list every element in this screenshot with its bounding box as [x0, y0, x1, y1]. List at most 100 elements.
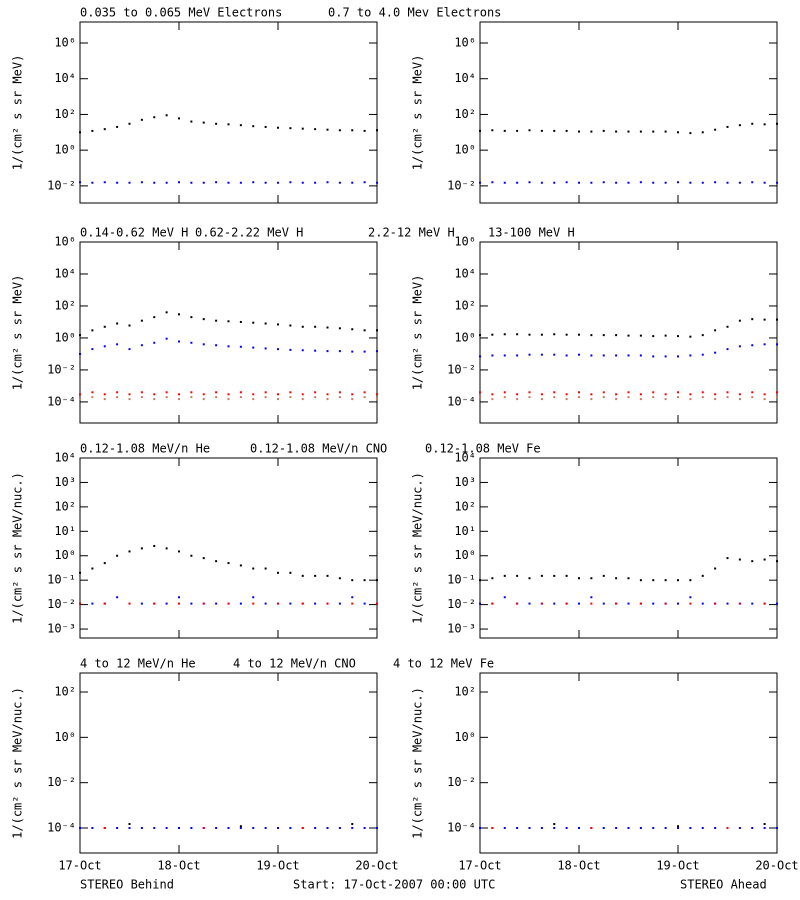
- footer-center: Start: 17-Oct-2007 00:00 UTC: [293, 878, 495, 892]
- data-point: [91, 396, 94, 399]
- y-tick-label: 10⁻²: [447, 775, 476, 789]
- y-tick-label: 10⁻²: [47, 178, 76, 192]
- data-point: [528, 353, 531, 356]
- data-point: [528, 396, 531, 399]
- data-point: [689, 579, 692, 582]
- data-point: [227, 562, 230, 565]
- data-point: [314, 602, 317, 605]
- data-point: [190, 391, 193, 394]
- data-point: [615, 393, 618, 396]
- y-tick-label: 10⁶: [54, 235, 76, 249]
- data-point: [326, 326, 329, 329]
- x-tick-label: 20-Oct: [755, 859, 798, 873]
- data-point: [128, 324, 131, 327]
- data-point: [578, 130, 580, 133]
- data-point: [578, 602, 580, 605]
- data-point: [677, 579, 679, 582]
- data-point: [565, 181, 568, 184]
- data-point: [326, 574, 329, 577]
- data-point: [326, 181, 329, 184]
- data-point: [602, 181, 605, 184]
- data-point: [714, 329, 717, 332]
- data-point: [516, 181, 519, 184]
- data-point: [664, 130, 667, 133]
- y-tick-label: 10²: [454, 499, 476, 513]
- y-axis-label: 1/(cm² s sr MeV/nuc.): [411, 472, 425, 624]
- data-point: [516, 574, 519, 577]
- data-point: [751, 602, 754, 605]
- data-point: [239, 827, 242, 830]
- data-point: [763, 343, 766, 346]
- y-tick-label: 10⁰: [454, 143, 476, 157]
- data-point: [326, 350, 329, 353]
- legend-entry: 4 to 12 MeV Fe: [393, 657, 494, 671]
- y-axis-label: 1/(cm² s sr MeV/nuc.): [11, 472, 25, 624]
- data-point: [627, 334, 630, 337]
- data-point: [639, 579, 642, 582]
- data-point: [252, 827, 255, 830]
- data-point: [664, 579, 667, 582]
- data-point: [91, 602, 94, 605]
- data-point: [639, 354, 642, 357]
- data-point: [652, 355, 655, 358]
- data-point: [565, 398, 568, 401]
- data-point: [289, 602, 292, 605]
- data-point: [503, 827, 506, 830]
- data-point: [751, 181, 754, 184]
- data-point: [627, 396, 630, 399]
- data-point: [103, 393, 106, 396]
- data-point: [714, 351, 717, 354]
- data-point: [326, 393, 329, 396]
- data-point: [227, 123, 230, 126]
- data-point: [639, 130, 642, 133]
- data-point: [689, 596, 692, 599]
- y-tick-label: 10⁰: [454, 330, 476, 344]
- y-tick-label: 10⁶: [454, 36, 476, 50]
- data-point: [627, 391, 630, 394]
- y-tick-label: 10¹: [54, 524, 76, 538]
- data-point: [376, 129, 378, 132]
- data-point: [227, 827, 230, 830]
- data-point: [301, 398, 304, 401]
- data-point: [540, 398, 543, 401]
- data-point: [140, 827, 143, 830]
- data-point: [689, 181, 692, 184]
- data-point: [165, 547, 168, 550]
- data-point: [677, 131, 679, 134]
- data-point: [615, 181, 618, 184]
- data-point: [701, 181, 704, 184]
- y-tick-label: 10²: [454, 107, 476, 121]
- data-point: [239, 345, 242, 348]
- data-point: [252, 602, 255, 605]
- data-point: [277, 348, 279, 351]
- legend-entry: 0.12-1.08 MeV/n He: [80, 442, 210, 456]
- data-point: [128, 181, 131, 184]
- data-point: [528, 827, 531, 830]
- data-point: [751, 827, 754, 830]
- data-point: [726, 391, 729, 394]
- data-point: [578, 827, 580, 830]
- data-point: [301, 325, 304, 328]
- y-axis-label: 1/(cm² s sr MeV): [11, 275, 25, 391]
- data-point: [215, 602, 218, 605]
- data-point: [202, 557, 205, 560]
- data-point: [79, 571, 81, 574]
- y-tick-label: 10⁻²: [447, 362, 476, 376]
- data-point: [314, 325, 317, 328]
- data-point: [602, 602, 605, 605]
- data-point: [503, 129, 506, 132]
- data-point: [516, 129, 519, 132]
- data-point: [553, 333, 556, 336]
- data-point: [376, 602, 378, 605]
- data-point: [479, 355, 481, 358]
- data-point: [314, 396, 317, 399]
- data-point: [602, 354, 605, 357]
- data-point: [726, 396, 729, 399]
- data-point: [326, 827, 329, 830]
- data-point: [153, 341, 156, 344]
- data-point: [301, 574, 304, 577]
- data-point: [714, 128, 717, 131]
- data-point: [202, 827, 205, 830]
- data-point: [763, 393, 766, 396]
- x-tick-label: 20-Oct: [355, 859, 398, 873]
